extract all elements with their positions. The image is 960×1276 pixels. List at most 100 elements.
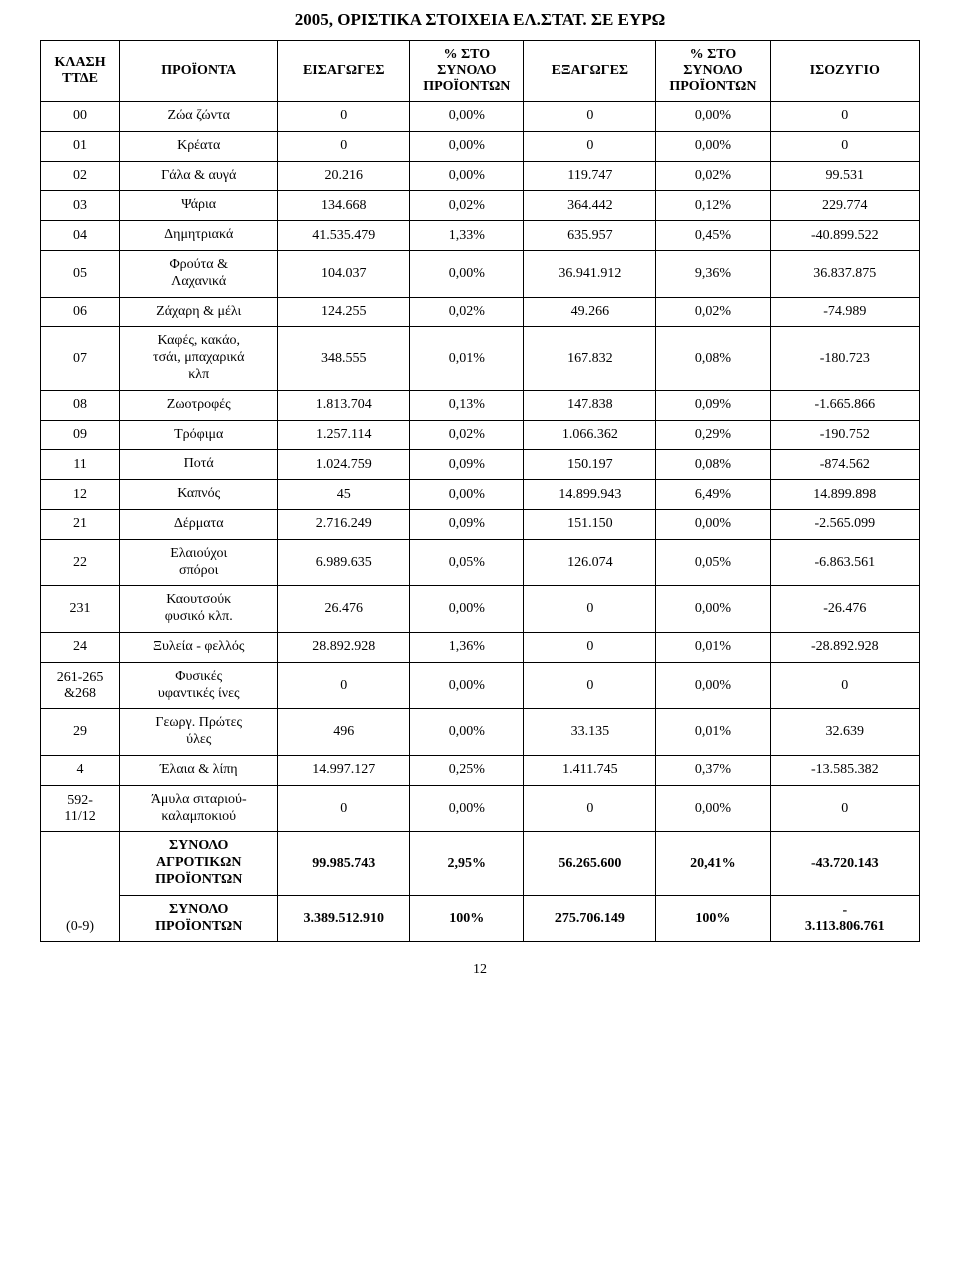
cell-balance: -43.720.143 [770, 832, 919, 895]
table-row: 01Κρέατα00,00%00,00%0 [41, 131, 920, 161]
cell-product: Τρόφιμα [120, 420, 278, 450]
cell-pct-imports: 0,02% [410, 420, 524, 450]
page-number: 12 [40, 962, 920, 978]
cell-imports: 134.668 [278, 191, 410, 221]
cell-code: 03 [41, 191, 120, 221]
cell-product: Ζώα ζώντα [120, 102, 278, 132]
cell-imports: 28.892.928 [278, 632, 410, 662]
cell-code: 06 [41, 297, 120, 327]
cell-pct-imports: 0,00% [410, 586, 524, 633]
table-row: 21Δέρματα2.716.2490,09%151.1500,00%-2.56… [41, 509, 920, 539]
cell-product: Ελαιούχοι σπόροι [120, 539, 278, 586]
header-product: ΠΡΟΪΟΝΤΑ [120, 41, 278, 102]
cell-product: Καφές, κακάο, τσάι, μπαχαρικά κλπ [120, 327, 278, 390]
cell-imports: 0 [278, 102, 410, 132]
cell-pct-exports: 0,45% [656, 221, 770, 251]
cell-balance: 0 [770, 102, 919, 132]
cell-pct-imports: 0,00% [410, 161, 524, 191]
cell-product: Δημητριακά [120, 221, 278, 251]
cell-product: Ζωοτροφές [120, 390, 278, 420]
cell-product: Καουτσούκ φυσικό κλπ. [120, 586, 278, 633]
cell-pct-exports: 0,05% [656, 539, 770, 586]
table-row: 12Καπνός450,00%14.899.9436,49%14.899.898 [41, 480, 920, 510]
cell-pct-exports: 0,00% [656, 131, 770, 161]
cell-exports: 36.941.912 [524, 250, 656, 297]
cell-exports: 49.266 [524, 297, 656, 327]
total-row: ΣΥΝΟΛΟ ΠΡΟΪΟΝΤΩΝ3.389.512.910100%275.706… [41, 895, 920, 942]
cell-imports: 41.535.479 [278, 221, 410, 251]
cell-balance: -2.565.099 [770, 509, 919, 539]
cell-product: Έλαια & λίπη [120, 755, 278, 785]
cell-pct-exports: 0,00% [656, 662, 770, 709]
cell-product: Φυσικές υφαντικές ίνες [120, 662, 278, 709]
cell-imports: 45 [278, 480, 410, 510]
cell-balance: -1.665.866 [770, 390, 919, 420]
cell-pct-exports: 0,00% [656, 785, 770, 832]
cell-imports: 124.255 [278, 297, 410, 327]
subtotal-row: (0-9)ΣΥΝΟΛΟ ΑΓΡΟΤΙΚΩΝ ΠΡΟΪΟΝΤΩΝ99.985.74… [41, 832, 920, 895]
cell-pct-exports: 0,08% [656, 450, 770, 480]
cell-balance: -190.752 [770, 420, 919, 450]
cell-exports: 0 [524, 785, 656, 832]
cell-balance: 14.899.898 [770, 480, 919, 510]
cell-pct-imports: 0,00% [410, 102, 524, 132]
table-row: 03Ψάρια134.6680,02%364.4420,12%229.774 [41, 191, 920, 221]
cell-product: Ποτά [120, 450, 278, 480]
table-row: 06Ζάχαρη & μέλι124.2550,02%49.2660,02%-7… [41, 297, 920, 327]
cell-code: 22 [41, 539, 120, 586]
cell-product: Ζάχαρη & μέλι [120, 297, 278, 327]
cell-exports: 14.899.943 [524, 480, 656, 510]
header-pct-exports: % ΣΤΟ ΣΥΝΟΛΟ ΠΡΟΪΟΝΤΩΝ [656, 41, 770, 102]
cell-product: Φρούτα & Λαχανικά [120, 250, 278, 297]
cell-exports: 167.832 [524, 327, 656, 390]
cell-exports: 119.747 [524, 161, 656, 191]
cell-pct-imports: 1,36% [410, 632, 524, 662]
cell-code: 29 [41, 709, 120, 756]
cell-exports: 1.066.362 [524, 420, 656, 450]
header-exports: ΕΞΑΓΩΓΕΣ [524, 41, 656, 102]
cell-product: Ψάρια [120, 191, 278, 221]
cell-pct-exports: 0,00% [656, 102, 770, 132]
cell-exports: 0 [524, 102, 656, 132]
cell-imports: 1.813.704 [278, 390, 410, 420]
cell-exports: 126.074 [524, 539, 656, 586]
cell-balance: -74.989 [770, 297, 919, 327]
cell-pct-imports: 2,95% [410, 832, 524, 895]
cell-pct-exports: 0,02% [656, 297, 770, 327]
cell-code: (0-9) [41, 832, 120, 942]
cell-balance: -40.899.522 [770, 221, 919, 251]
cell-product: ΣΥΝΟΛΟ ΑΓΡΟΤΙΚΩΝ ΠΡΟΪΟΝΤΩΝ [120, 832, 278, 895]
cell-pct-imports: 0,09% [410, 450, 524, 480]
cell-pct-exports: 0,12% [656, 191, 770, 221]
cell-balance: 229.774 [770, 191, 919, 221]
cell-pct-imports: 0,00% [410, 709, 524, 756]
cell-exports: 364.442 [524, 191, 656, 221]
cell-exports: 56.265.600 [524, 832, 656, 895]
cell-exports: 1.411.745 [524, 755, 656, 785]
cell-code: 231 [41, 586, 120, 633]
cell-exports: 33.135 [524, 709, 656, 756]
table-row: 09Τρόφιμα1.257.1140,02%1.066.3620,29%-19… [41, 420, 920, 450]
table-row: 261-265 &268Φυσικές υφαντικές ίνες00,00%… [41, 662, 920, 709]
cell-product: Καπνός [120, 480, 278, 510]
table-row: 00Ζώα ζώντα00,00%00,00%0 [41, 102, 920, 132]
cell-code: 02 [41, 161, 120, 191]
cell-code: 261-265 &268 [41, 662, 120, 709]
cell-exports: 151.150 [524, 509, 656, 539]
cell-pct-imports: 0,00% [410, 785, 524, 832]
cell-exports: 147.838 [524, 390, 656, 420]
cell-balance: -6.863.561 [770, 539, 919, 586]
cell-imports: 2.716.249 [278, 509, 410, 539]
cell-balance: 0 [770, 785, 919, 832]
cell-imports: 0 [278, 131, 410, 161]
cell-pct-exports: 0,29% [656, 420, 770, 450]
table-row: 02Γάλα & αυγά20.2160,00%119.7470,02%99.5… [41, 161, 920, 191]
cell-pct-imports: 0,00% [410, 480, 524, 510]
cell-product: ΣΥΝΟΛΟ ΠΡΟΪΟΝΤΩΝ [120, 895, 278, 942]
cell-pct-exports: 20,41% [656, 832, 770, 895]
cell-pct-exports: 0,01% [656, 709, 770, 756]
cell-code: 592- 11/12 [41, 785, 120, 832]
cell-balance: 0 [770, 131, 919, 161]
header-imports: ΕΙΣΑΓΩΓΕΣ [278, 41, 410, 102]
cell-code: 4 [41, 755, 120, 785]
